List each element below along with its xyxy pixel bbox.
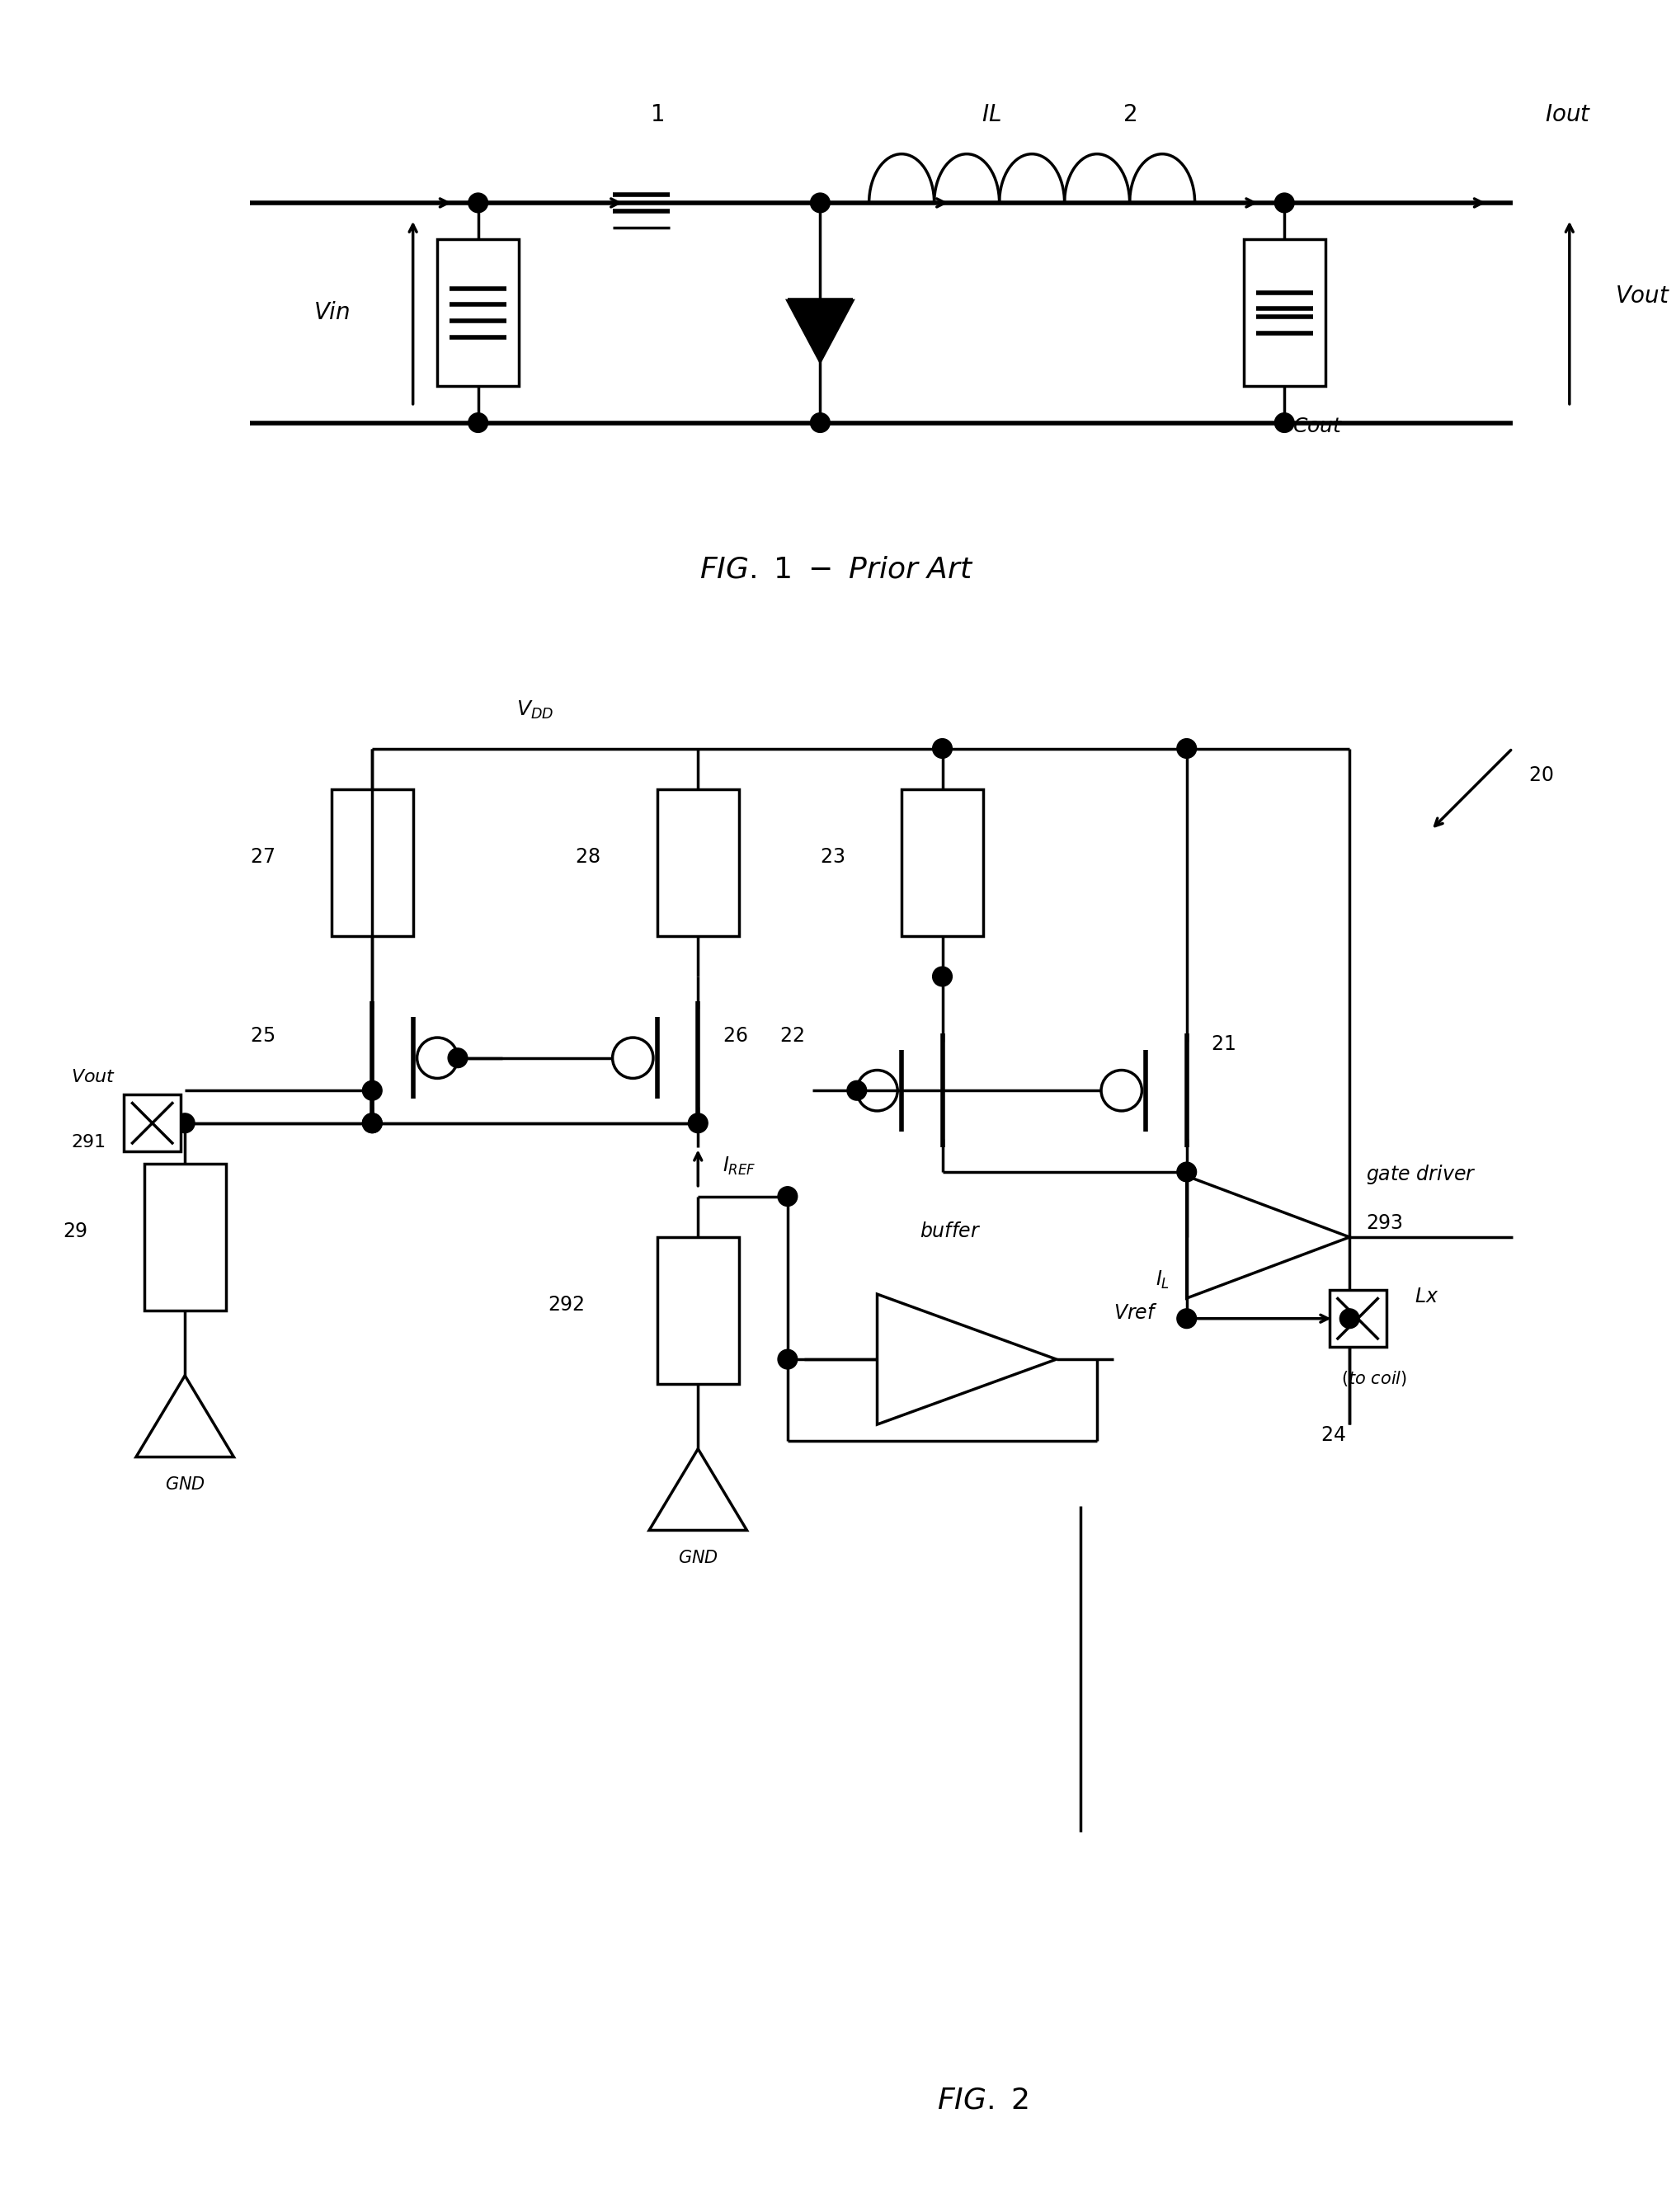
Bar: [1244, 239, 1326, 387]
Bar: [657, 790, 739, 936]
Text: $FIG.\ 2$: $FIG.\ 2$: [937, 2086, 1029, 2115]
Circle shape: [778, 1349, 798, 1369]
Text: $22$: $22$: [779, 1026, 804, 1046]
Bar: [332, 790, 412, 936]
Circle shape: [447, 1048, 468, 1068]
Circle shape: [846, 1082, 866, 1099]
Circle shape: [1275, 192, 1294, 212]
Text: $Lx$: $Lx$: [1415, 1287, 1440, 1307]
Text: $Vout$: $Vout$: [1616, 285, 1671, 307]
Text: $28$: $28$: [575, 847, 600, 867]
Text: $23$: $23$: [820, 847, 845, 867]
Text: $Iout$: $Iout$: [1545, 104, 1592, 126]
Circle shape: [362, 1082, 382, 1099]
Bar: [902, 790, 984, 936]
Text: $(to\ coil)$: $(to\ coil)$: [1341, 1369, 1408, 1387]
Text: $V_{DD}$: $V_{DD}$: [516, 699, 553, 721]
Bar: [144, 1164, 226, 1310]
Text: $GND$: $GND$: [677, 1551, 717, 1566]
Text: $gate\ driver$: $gate\ driver$: [1366, 1164, 1477, 1186]
Text: $buffer$: $buffer$: [920, 1223, 980, 1241]
Circle shape: [468, 192, 488, 212]
Polygon shape: [788, 301, 853, 361]
Text: $I_L$: $I_L$: [1155, 1270, 1170, 1292]
Text: $20$: $20$: [1529, 765, 1554, 785]
Circle shape: [468, 414, 488, 434]
Circle shape: [1177, 739, 1197, 759]
Text: $Vout$: $Vout$: [70, 1068, 116, 1086]
Circle shape: [811, 192, 830, 212]
Text: $1$: $1$: [650, 104, 664, 126]
Text: $25$: $25$: [250, 1026, 275, 1046]
Text: $27$: $27$: [250, 847, 275, 867]
Text: $24$: $24$: [1321, 1427, 1346, 1444]
Text: $Cout$: $Cout$: [1292, 418, 1342, 436]
Text: $I_{REF}$: $I_{REF}$: [722, 1155, 756, 1177]
Circle shape: [174, 1113, 194, 1133]
Bar: [657, 1237, 739, 1385]
Text: $293$: $293$: [1366, 1214, 1403, 1232]
Bar: [437, 239, 520, 387]
Circle shape: [811, 414, 830, 434]
Circle shape: [1275, 414, 1294, 434]
Circle shape: [362, 1113, 382, 1133]
Circle shape: [778, 1186, 798, 1206]
Text: $291$: $291$: [70, 1133, 106, 1152]
Circle shape: [1339, 1310, 1359, 1329]
Text: $FIG.\ 1\ -\ Prior\ Art$: $FIG.\ 1\ -\ Prior\ Art$: [699, 555, 974, 584]
Text: $GND$: $GND$: [164, 1475, 204, 1493]
Bar: [124, 1095, 181, 1152]
Circle shape: [1177, 1310, 1197, 1329]
Circle shape: [932, 739, 952, 759]
Circle shape: [932, 967, 952, 987]
Text: $IL$: $IL$: [982, 104, 1001, 126]
Text: $Vin$: $Vin$: [313, 301, 350, 323]
Circle shape: [689, 1113, 707, 1133]
Bar: [1329, 1290, 1386, 1347]
Circle shape: [1177, 1161, 1197, 1181]
Text: $2$: $2$: [1123, 104, 1136, 126]
Text: $26$: $26$: [722, 1026, 747, 1046]
Circle shape: [362, 1113, 382, 1133]
Text: $21$: $21$: [1212, 1035, 1235, 1053]
Text: $29$: $29$: [62, 1223, 87, 1241]
Text: $292$: $292$: [548, 1296, 583, 1314]
Text: $Vref$: $Vref$: [1113, 1303, 1158, 1323]
